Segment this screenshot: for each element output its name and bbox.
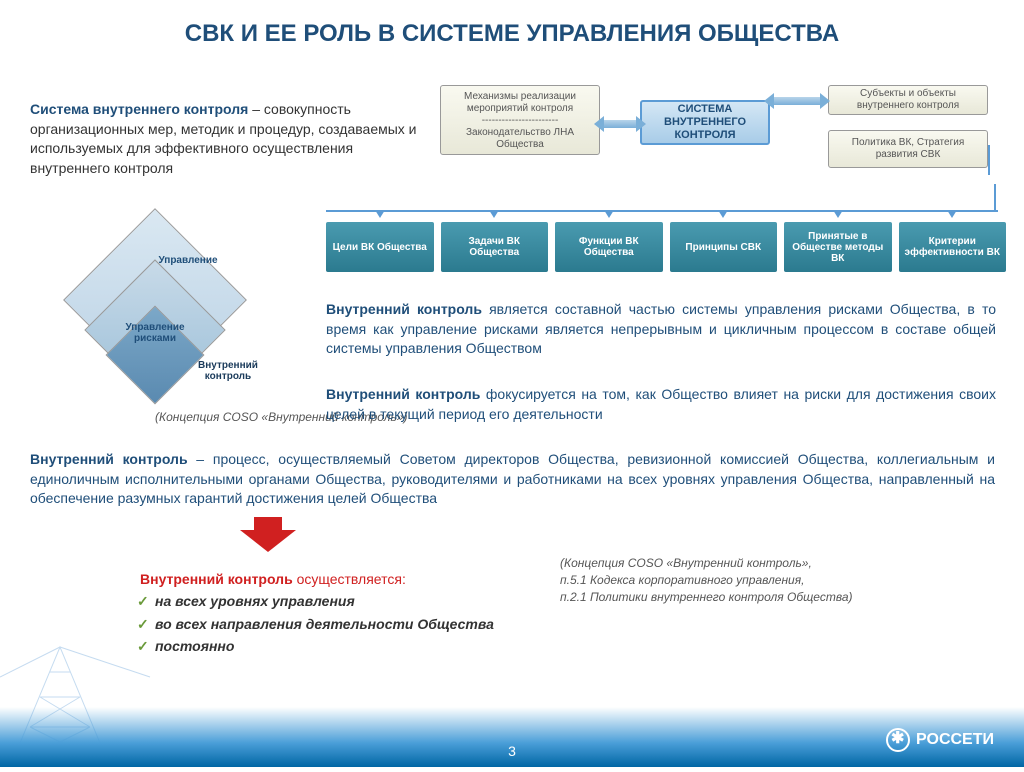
ic-item: постоянно <box>155 635 494 657</box>
teal-box: Задачи ВК Общества <box>441 222 549 272</box>
flow-line <box>326 210 998 212</box>
arrow-left-icon <box>602 120 638 128</box>
mech-line2: Законодательство ЛНА Общества <box>446 127 594 151</box>
coso-diamond: Управление Управление рисками Внутренний… <box>60 235 250 425</box>
mech-sep: ----------------------- <box>446 115 594 127</box>
teal-boxes-row: Цели ВК Общества Задачи ВК Общества Функ… <box>326 222 1006 272</box>
teal-box: Критерии эффективности ВК <box>899 222 1007 272</box>
node-policy: Политика ВК, Стратегия развития СВК <box>828 130 988 168</box>
ic-title: Внутренний контроль осуществляется: <box>140 568 494 590</box>
node-subjects: Субъекты и объекты внутреннего контроля <box>828 85 988 115</box>
mid-paragraph-1: Внутренний контроль является составной ч… <box>326 300 996 359</box>
node-center: СИСТЕМА ВНУТРЕННЕГО КОНТРОЛЯ <box>640 100 770 145</box>
logo-icon <box>886 728 910 752</box>
page-number: 3 <box>508 743 516 759</box>
teal-box: Принятые в Обществе методы ВК <box>784 222 892 272</box>
ic-title-bold: Внутренний контроль <box>140 571 293 587</box>
ref-line: п.5.1 Кодекса корпоративного управления, <box>560 572 853 589</box>
references: (Концепция COSO «Внутренний контроль», п… <box>560 555 853 605</box>
red-arrow-icon <box>240 530 296 552</box>
mt2-bold: Внутренний контроль <box>326 386 480 402</box>
teal-box: Цели ВК Общества <box>326 222 434 272</box>
mt1-bold: Внутренний контроль <box>326 301 482 317</box>
diamond-label-2: Управление рисками <box>115 322 195 344</box>
node-mechanisms: Механизмы реализации мероприятий контрол… <box>440 85 600 155</box>
definition-bold: Система внутреннего контроля <box>30 101 248 117</box>
definition-text: Система внутреннего контроля – совокупно… <box>30 100 430 178</box>
ic-item: на всех уровнях управления <box>155 590 494 612</box>
teal-box: Функции ВК Общества <box>555 222 663 272</box>
ft-bold: Внутренний контроль <box>30 451 188 467</box>
page-title: СВК И ЕЕ РОЛЬ В СИСТЕМЕ УПРАВЛЕНИЯ ОБЩЕС… <box>0 0 1024 63</box>
arrow-right-icon <box>772 97 822 105</box>
mid-paragraph-2: Внутренний контроль фокусируется на том,… <box>326 385 996 424</box>
ic-item: во всех направления деятельности Обществ… <box>155 613 494 635</box>
connector-line <box>988 145 990 175</box>
full-paragraph: Внутренний контроль – процесс, осуществл… <box>30 450 995 509</box>
mech-line1: Механизмы реализации мероприятий контрол… <box>446 91 594 115</box>
diamond-label-3: Внутренний контроль <box>188 360 268 382</box>
logo: РОССЕТИ <box>886 728 994 752</box>
ic-title-rest: осуществляется: <box>293 571 406 587</box>
teal-box: Принципы СВК <box>670 222 778 272</box>
ref-line: (Концепция COSO «Внутренний контроль», <box>560 555 853 572</box>
diamond-label-1: Управление <box>148 255 228 266</box>
ref-line: п.2.1 Политики внутреннего контроля Обще… <box>560 589 853 606</box>
logo-text: РОССЕТИ <box>916 731 994 749</box>
